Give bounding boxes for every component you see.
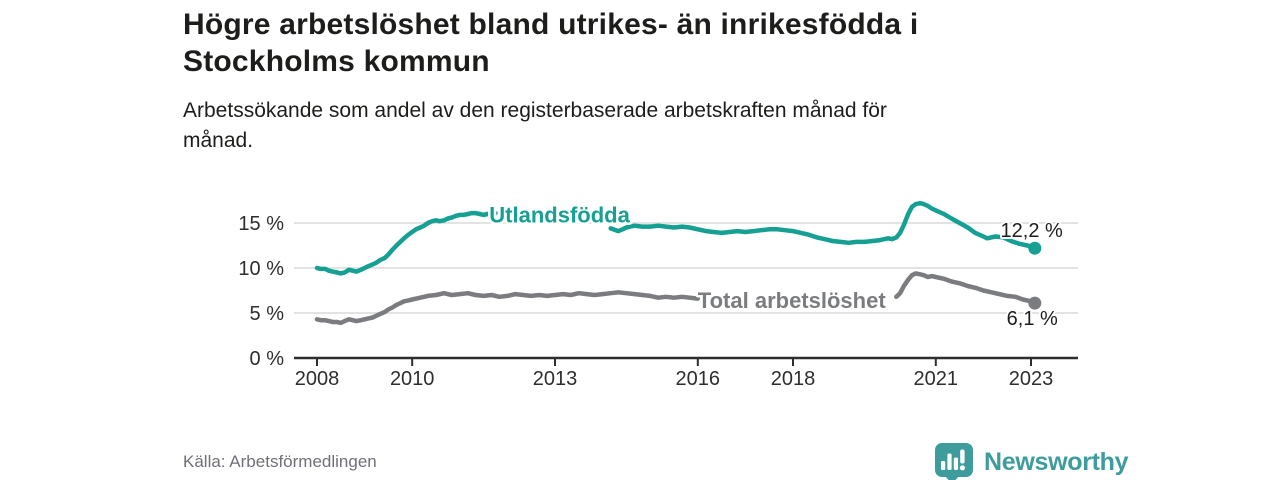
newsworthy-brand: Newsworthy bbox=[931, 440, 1129, 480]
x-tick-label: 2023 bbox=[1009, 368, 1054, 390]
newsworthy-logo-icon bbox=[935, 443, 973, 480]
series-label-utlandsfodda: Utlandsfödda bbox=[489, 202, 630, 227]
series-end-dot-total-arbetsloshet bbox=[1028, 296, 1042, 310]
y-tick-label: 10 % bbox=[238, 258, 284, 280]
x-tick-label: 2013 bbox=[533, 368, 578, 390]
chart-header: Högre arbetslöshet bland utrikes- än inr… bbox=[183, 6, 1083, 156]
y-tick-label: 5 % bbox=[250, 303, 285, 325]
x-tick-label: 2016 bbox=[676, 368, 721, 390]
newsworthy-wordmark: Newsworthy bbox=[984, 448, 1129, 476]
series-end-value-utlandsfodda: 12,2 % bbox=[1001, 220, 1063, 242]
series-line-utlandsfodda bbox=[608, 200, 1038, 251]
source-note: Källa: Arbetsförmedlingen bbox=[183, 452, 377, 471]
page-subtitle: Arbetssökande som andel av den registerb… bbox=[183, 99, 887, 152]
series-end-value-total-arbetsloshet: 6,1 % bbox=[1007, 308, 1058, 330]
y-tick-label: 15 % bbox=[238, 213, 284, 235]
series-line-utlandsfodda bbox=[314, 210, 498, 276]
series-line-total-arbetsloshet bbox=[314, 290, 701, 326]
y-tick-label: 0 % bbox=[250, 348, 285, 370]
page-title: Högre arbetslöshet bland utrikes- än inr… bbox=[183, 8, 919, 78]
series-label-total-arbetsloshet: Total arbetslöshet bbox=[698, 288, 887, 313]
x-tick-label: 2018 bbox=[771, 368, 816, 390]
x-tick-label: 2008 bbox=[295, 368, 340, 390]
x-tick-label: 2010 bbox=[390, 368, 435, 390]
x-tick-label: 2021 bbox=[914, 368, 959, 390]
series-line-total-arbetsloshet bbox=[894, 271, 1038, 306]
series-end-dot-utlandsfodda bbox=[1028, 241, 1042, 255]
